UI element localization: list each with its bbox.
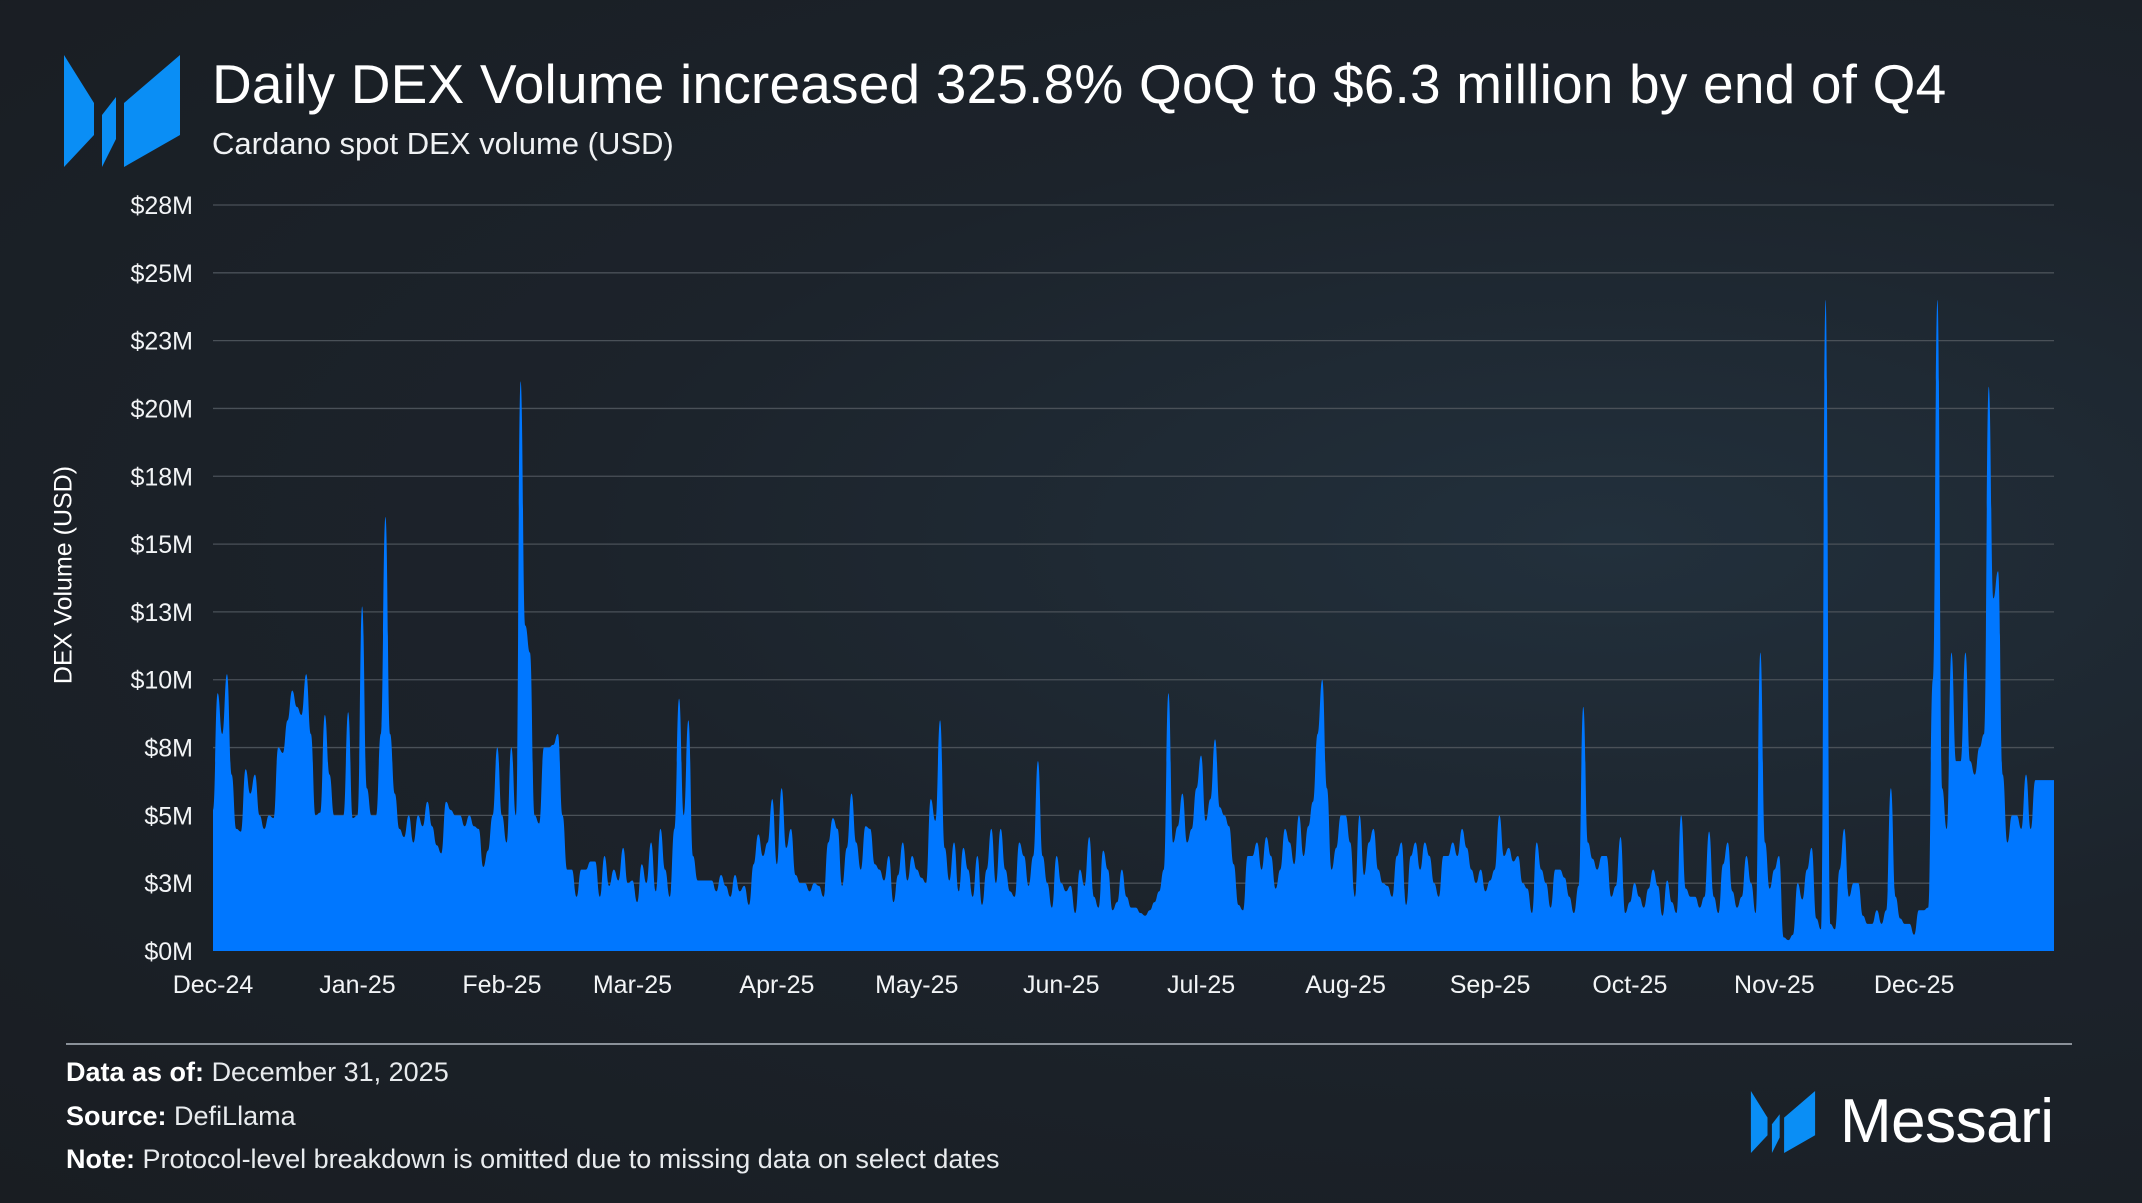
- source-label: Source:: [66, 1101, 167, 1131]
- x-tick-label: Nov-25: [1734, 971, 1815, 999]
- note-label: Note:: [66, 1144, 135, 1174]
- messari-brand-icon: [1750, 1090, 1816, 1153]
- x-tick-label: Jan-25: [319, 971, 395, 999]
- x-tick-label: Feb-25: [462, 971, 541, 999]
- x-tick-label: Jul-25: [1167, 971, 1235, 999]
- gridlines: [213, 204, 2054, 884]
- y-tick-label: $25M: [130, 260, 193, 288]
- y-tick-label: $10M: [130, 667, 193, 695]
- x-tick-label: Apr-25: [739, 971, 814, 999]
- y-tick-label: $15M: [130, 531, 193, 559]
- y-tick-label: $8M: [144, 735, 193, 763]
- y-tick-label: $23M: [130, 328, 193, 356]
- x-tick-label: May-25: [875, 971, 958, 999]
- x-tick-label: Sep-25: [1450, 971, 1531, 999]
- x-tick-label: Mar-25: [593, 971, 672, 999]
- source-value: DefiLlama: [174, 1101, 296, 1131]
- data-as-of-value: December 31, 2025: [211, 1057, 449, 1087]
- footer-divider: [66, 1043, 2072, 1045]
- note: Note: Protocol-level breakdown is omitte…: [66, 1144, 999, 1175]
- y-tick-label: $3M: [144, 870, 193, 898]
- x-tick-label: Aug-25: [1305, 971, 1386, 999]
- messari-brand: Messari: [1750, 1086, 2054, 1157]
- data-as-of-label: Data as of:: [66, 1057, 205, 1087]
- chart-subtitle: Cardano spot DEX volume (USD): [212, 126, 674, 161]
- x-tick-label: Dec-25: [1874, 971, 1955, 999]
- area-chart: $0M $3M $5M $8M $10M $13M $15M $18M $20M $23M $25M…: [130, 192, 2054, 999]
- brand-name: Messari: [1840, 1087, 2054, 1156]
- x-tick-label: Oct-25: [1592, 971, 1667, 999]
- volume-area-series: [213, 299, 2054, 952]
- x-axis-ticks: Dec-24 Jan-25 Feb-25 Mar-25 Apr-25 May-25 Jun-…: [173, 971, 1955, 999]
- chart-title: Daily DEX Volume increased 325.8% QoQ to…: [212, 53, 1947, 115]
- x-tick-label: Jun-25: [1023, 971, 1099, 999]
- y-axis-ticks: $0M $3M $5M $8M $10M $13M $15M $18M $20M $23M $25M…: [130, 192, 193, 966]
- messari-logo-icon: [64, 55, 180, 167]
- y-tick-label: $0M: [144, 938, 193, 966]
- note-value: Protocol-level breakdown is omitted due …: [142, 1144, 1000, 1174]
- y-tick-label: $5M: [144, 802, 193, 830]
- data-as-of: Data as of: December 31, 2025: [66, 1057, 449, 1088]
- source: Source: DefiLlama: [66, 1101, 296, 1132]
- y-tick-label: $28M: [130, 192, 193, 220]
- y-tick-label: $20M: [130, 395, 193, 423]
- y-tick-label: $13M: [130, 599, 193, 627]
- x-tick-label: Dec-24: [173, 971, 254, 999]
- y-tick-label: $18M: [130, 463, 193, 491]
